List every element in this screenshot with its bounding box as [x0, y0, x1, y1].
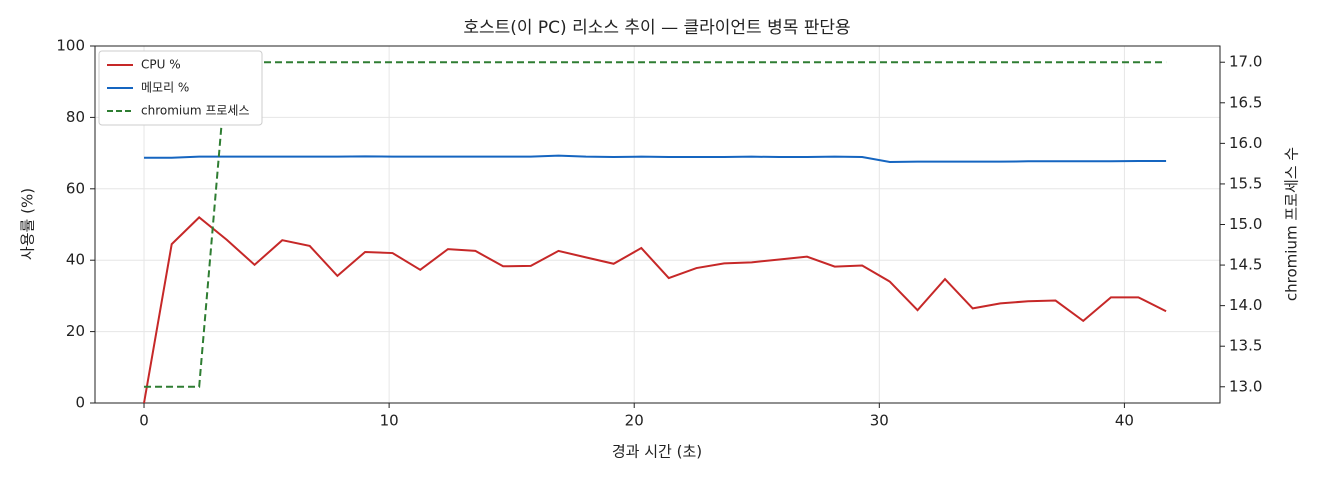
x-axis-label: 경과 시간 (초) — [612, 443, 702, 461]
y2-axis-label: chromium 프로세스 수 — [1283, 147, 1301, 301]
y2-tick-label: 13.5 — [1229, 337, 1262, 355]
legend-label: CPU % — [141, 58, 181, 72]
y2-tick-label: 15.0 — [1229, 215, 1262, 233]
data-line — [143, 216, 1167, 404]
y2-tick-label: 14.0 — [1229, 296, 1262, 314]
x-tick-label: 0 — [139, 412, 149, 430]
legend-label: chromium 프로세스 — [141, 104, 250, 118]
data-line — [144, 154, 1167, 164]
y-tick-label: 80 — [66, 108, 85, 126]
y-axis-label: 사용률 (%) — [19, 188, 37, 260]
data-line — [144, 61, 1167, 388]
x-tick-label: 40 — [1115, 412, 1134, 430]
y2-tick-label: 14.5 — [1229, 256, 1262, 274]
y2-tick-label: 16.5 — [1229, 93, 1262, 111]
y-tick-label: 0 — [75, 394, 85, 412]
y-tick-label: 40 — [66, 251, 85, 269]
y-tick-label: 100 — [56, 37, 85, 55]
x-tick-label: 10 — [380, 412, 399, 430]
y2-tick-label: 15.5 — [1229, 174, 1262, 192]
plot-frame — [94, 45, 1221, 404]
x-tick-label: 30 — [870, 412, 889, 430]
chart-title: 호스트(이 PC) 리소스 추이 — 클라이언트 병목 판단용 — [463, 18, 850, 38]
legend-box — [98, 50, 263, 126]
legend-label: 메모리 % — [141, 81, 189, 95]
x-tick-label: 20 — [625, 412, 644, 430]
y2-tick-label: 17.0 — [1229, 53, 1262, 71]
y2-tick-label: 16.0 — [1229, 134, 1262, 152]
y-tick-label: 20 — [66, 322, 85, 340]
y2-tick-label: 13.0 — [1229, 377, 1262, 395]
y-tick-label: 60 — [66, 179, 85, 197]
legend: CPU % 메모리 % chromium 프로세스 — [98, 50, 263, 126]
